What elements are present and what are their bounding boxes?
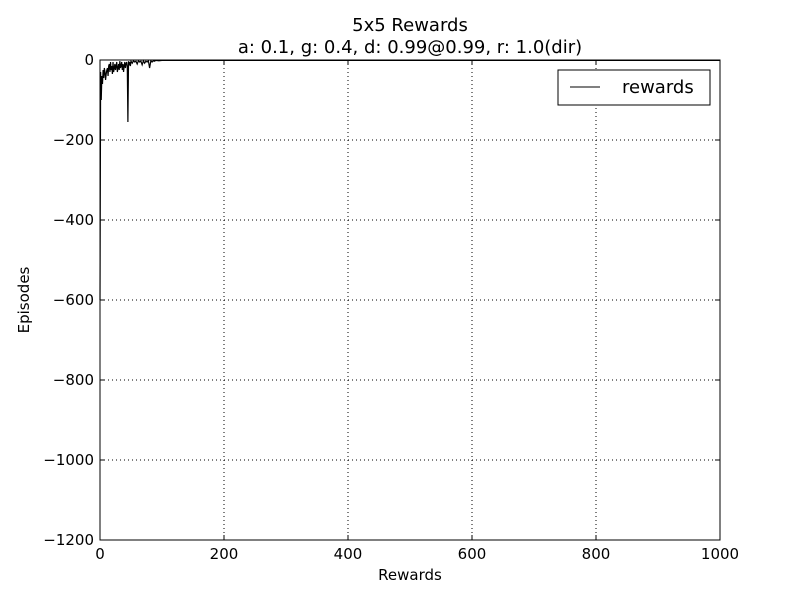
x-tick-labels: 0 200 400 600 800 1000 xyxy=(95,545,739,563)
x-tick-label: 600 xyxy=(458,545,487,563)
legend: rewards xyxy=(557,69,711,106)
x-tick-label: 800 xyxy=(582,545,611,563)
y-tick-label: −800 xyxy=(53,371,94,389)
series-line-rewards xyxy=(99,59,720,301)
grid-lines xyxy=(99,59,721,541)
chart-title: 5x5 Rewards xyxy=(352,15,468,36)
y-tick-label: 0 xyxy=(84,51,94,69)
y-tick-label: −600 xyxy=(53,291,94,309)
axis-ticks xyxy=(99,59,721,541)
x-tick-label: 400 xyxy=(334,545,363,563)
x-tick-label: 1000 xyxy=(701,545,739,563)
x-tick-label: 200 xyxy=(210,545,239,563)
y-tick-label: −1200 xyxy=(43,531,94,549)
chart-subtitle: a: 0.1, g: 0.4, d: 0.99@0.99, r: 1.0(dir… xyxy=(238,37,582,58)
y-tick-label: −400 xyxy=(53,211,94,229)
y-tick-label: −1000 xyxy=(43,451,94,469)
x-tick-label: 0 xyxy=(95,545,105,563)
y-axis-label: Episodes xyxy=(15,266,33,333)
y-tick-labels: 0 −200 −400 −600 −800 −1000 −1200 xyxy=(43,51,94,549)
legend-label-rewards: rewards xyxy=(622,77,694,98)
x-axis-label: Rewards xyxy=(378,566,442,584)
y-tick-label: −200 xyxy=(53,131,94,149)
series-lines xyxy=(99,59,720,301)
